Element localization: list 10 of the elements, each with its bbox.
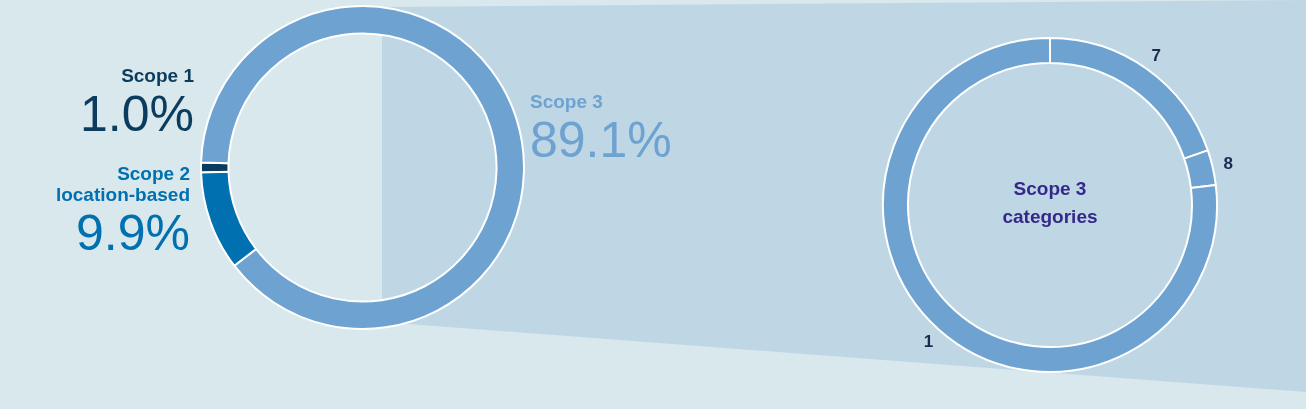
text: Scope 3 categories: [1002, 178, 1098, 228]
slice-label: 8: [1223, 153, 1234, 173]
data-label: 89.1%: [530, 111, 673, 168]
slice-label: Scope 2 location-based: [54, 163, 190, 206]
slice-label: 7: [1151, 45, 1161, 65]
slice-label: Scope 3: [530, 91, 604, 113]
data-label: 9.9%: [75, 204, 190, 261]
slice-label: Scope 1: [120, 65, 194, 87]
slice-label: 1: [923, 331, 934, 351]
data-label: 1.0%: [79, 85, 194, 142]
